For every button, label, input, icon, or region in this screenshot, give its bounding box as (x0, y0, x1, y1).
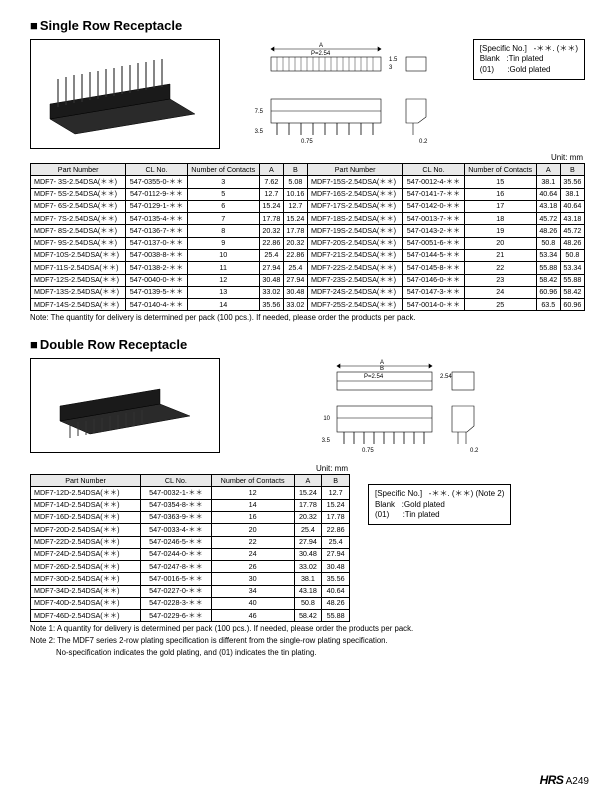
col-header: A (259, 164, 283, 176)
table-row: MDF7- 3S-2.54DSA(＊＊)547-0355-0-＊＊37.625.… (31, 176, 585, 188)
table-row: MDF7- 9S-2.54DSA(＊＊)547-0137-0-＊＊922.862… (31, 237, 585, 249)
col-header: Part Number (31, 475, 141, 487)
table-row: MDF7-10S-2.54DSA(＊＊)547-0038-8-＊＊1025.42… (31, 249, 585, 261)
svg-text:3: 3 (389, 65, 393, 71)
spec1-l2: Blank :Tin plated (480, 54, 578, 64)
table-row: MDF7-12D-2.54DSA(＊＊)547-0032-1-＊＊1215.24… (31, 487, 350, 499)
col-header: B (560, 164, 584, 176)
table-row: MDF7-14D-2.54DSA(＊＊)547-0354-8-＊＊1417.78… (31, 499, 350, 511)
col-header: Number of Contacts (187, 164, 259, 176)
spec1-l1: [Specific No.] -＊＊. (＊＊) (480, 44, 578, 54)
single-row-photo (30, 39, 220, 149)
note-1: Note: The quantity for delivery is deter… (30, 313, 585, 323)
col-header: B (322, 475, 350, 487)
col-header: CL No. (403, 164, 464, 176)
col-header: CL No. (126, 164, 187, 176)
section1-figures-row: A P=2.54 1.5 3 (30, 39, 585, 149)
table-row: MDF7- 6S-2.54DSA(＊＊)547-0129-1-＊＊615.241… (31, 200, 585, 212)
page-number: A249 (566, 776, 589, 787)
single-row-drawings: A P=2.54 1.5 3 (228, 39, 465, 149)
table-row: MDF7-13S-2.54DSA(＊＊)547-0139-5-＊＊1333.02… (31, 286, 585, 298)
table-row: MDF7-16D-2.54DSA(＊＊)547-0363-9-＊＊1620.32… (31, 511, 350, 523)
double-row-photo (30, 358, 220, 453)
spec-box-2-wrap: [Specific No.] -＊＊. (＊＊) (Note 2) Blank … (368, 462, 511, 525)
note-2b: Note 2: The MDF7 series 2-row plating sp… (30, 636, 585, 646)
single-row-table: Part NumberCL No.Number of ContactsABPar… (30, 163, 585, 311)
table-row: MDF7-22D-2.54DSA(＊＊)547-0246-5-＊＊2227.94… (31, 536, 350, 548)
table-row: MDF7-20D-2.54DSA(＊＊)547-0033-4-＊＊2025.42… (31, 524, 350, 536)
table-row: MDF7-30D-2.54DSA(＊＊)547-0016-5-＊＊3038.13… (31, 573, 350, 585)
svg-text:0.2: 0.2 (419, 139, 428, 145)
table-row: MDF7-11S-2.54DSA(＊＊)547-0138-2-＊＊1127.94… (31, 262, 585, 274)
svg-text:10: 10 (323, 416, 330, 422)
table-row: MDF7-26D-2.54DSA(＊＊)547-0247-8-＊＊2633.02… (31, 561, 350, 573)
svg-text:A: A (319, 43, 323, 49)
col-header: A (536, 164, 560, 176)
table-row: MDF7-46D-2.54DSA(＊＊)547-0229-6-＊＊4658.42… (31, 610, 350, 622)
col-header: CL No. (141, 475, 211, 487)
table-row: MDF7-12S-2.54DSA(＊＊)547-0040-0-＊＊1230.48… (31, 274, 585, 286)
spec2-l1: [Specific No.] -＊＊. (＊＊) (Note 2) (375, 489, 504, 499)
table-row: MDF7-14S-2.54DSA(＊＊)547-0140-4-＊＊1435.56… (31, 299, 585, 311)
unit-label-1: Unit: mm (30, 153, 583, 162)
svg-text:0.2: 0.2 (470, 448, 479, 454)
section2-title: Double Row Receptacle (30, 337, 585, 352)
svg-text:B: B (379, 366, 383, 372)
spec-box-2: [Specific No.] -＊＊. (＊＊) (Note 2) Blank … (368, 484, 511, 525)
svg-text:0.75: 0.75 (362, 448, 374, 454)
svg-text:P=2.54: P=2.54 (311, 51, 331, 57)
section2-figures-row: A B P=2.54 2.54 10 (30, 358, 585, 458)
note-2a: Note 1: A quantity for delivery is deter… (30, 624, 585, 634)
col-header: A (294, 475, 322, 487)
table-row: MDF7-24D-2.54DSA(＊＊)547-0244-0-＊＊2430.48… (31, 548, 350, 560)
section-single-row: Single Row Receptacle (30, 18, 585, 323)
svg-text:P=2.54: P=2.54 (364, 374, 384, 380)
double-row-table: Part NumberCL No.Number of ContactsAB MD… (30, 474, 350, 622)
svg-text:3.5: 3.5 (255, 129, 264, 135)
note-2c: No-specification indicates the gold plat… (30, 648, 585, 658)
col-header: B (283, 164, 307, 176)
section1-title: Single Row Receptacle (30, 18, 585, 33)
spec1-l3: (01) :Gold plated (480, 65, 578, 75)
table-row: MDF7- 7S-2.54DSA(＊＊)547-0135-4-＊＊717.781… (31, 213, 585, 225)
spec2-l3: (01) :Tin plated (375, 510, 504, 520)
table-row: MDF7-40D-2.54DSA(＊＊)547-0228-3-＊＊4050.84… (31, 597, 350, 609)
spec2-l2: Blank :Gold plated (375, 500, 504, 510)
svg-text:7.5: 7.5 (255, 109, 264, 115)
table-row: MDF7- 5S-2.54DSA(＊＊)547-0112-9-＊＊512.710… (31, 188, 585, 200)
col-header: Number of Contacts (211, 475, 294, 487)
table-row: MDF7- 8S-2.54DSA(＊＊)547-0136-7-＊＊820.321… (31, 225, 585, 237)
footer: HRS A249 (540, 773, 589, 787)
svg-text:2.54: 2.54 (440, 374, 452, 380)
col-header: Part Number (307, 164, 402, 176)
col-header: Number of Contacts (464, 164, 536, 176)
col-header: Part Number (31, 164, 126, 176)
double-row-table-wrap: Unit: mm Part NumberCL No.Number of Cont… (30, 462, 350, 622)
svg-text:3.5: 3.5 (321, 438, 330, 444)
unit-label-2: Unit: mm (30, 464, 348, 473)
hrs-logo: HRS (540, 773, 564, 787)
table-row: MDF7-34D-2.54DSA(＊＊)547-0227-0-＊＊3443.18… (31, 585, 350, 597)
section-double-row: Double Row Receptacle (30, 337, 585, 658)
spec-box-1: [Specific No.] -＊＊. (＊＊) Blank :Tin plat… (473, 39, 585, 80)
svg-text:1.5: 1.5 (389, 57, 398, 63)
double-row-drawings: A B P=2.54 2.54 10 (228, 358, 585, 458)
svg-text:0.75: 0.75 (301, 139, 313, 145)
